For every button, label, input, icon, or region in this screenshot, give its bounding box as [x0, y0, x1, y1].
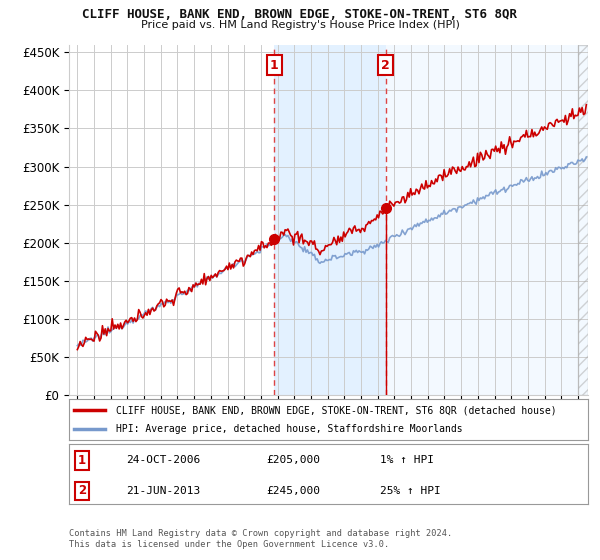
Text: Contains HM Land Registry data © Crown copyright and database right 2024.: Contains HM Land Registry data © Crown c… [69, 529, 452, 538]
Text: 2: 2 [381, 59, 390, 72]
Bar [578, 45, 588, 395]
Text: 1: 1 [78, 454, 86, 467]
Bar [386, 45, 588, 395]
Text: 1% ↑ HPI: 1% ↑ HPI [380, 455, 434, 465]
Text: 21-JUN-2013: 21-JUN-2013 [126, 486, 200, 496]
Text: £245,000: £245,000 [266, 486, 320, 496]
Text: £205,000: £205,000 [266, 455, 320, 465]
Text: Price paid vs. HM Land Registry's House Price Index (HPI): Price paid vs. HM Land Registry's House … [140, 20, 460, 30]
Text: HPI: Average price, detached house, Staffordshire Moorlands: HPI: Average price, detached house, Staf… [116, 424, 463, 433]
Text: 24-OCT-2006: 24-OCT-2006 [126, 455, 200, 465]
Text: This data is licensed under the Open Government Licence v3.0.: This data is licensed under the Open Gov… [69, 540, 389, 549]
Text: 25% ↑ HPI: 25% ↑ HPI [380, 486, 441, 496]
Text: 1: 1 [270, 59, 279, 72]
Bar [274, 45, 386, 395]
Text: CLIFF HOUSE, BANK END, BROWN EDGE, STOKE-ON-TRENT, ST6 8QR: CLIFF HOUSE, BANK END, BROWN EDGE, STOKE… [83, 8, 517, 21]
Text: CLIFF HOUSE, BANK END, BROWN EDGE, STOKE-ON-TRENT, ST6 8QR (detached house): CLIFF HOUSE, BANK END, BROWN EDGE, STOKE… [116, 405, 556, 415]
Text: 2: 2 [78, 484, 86, 497]
